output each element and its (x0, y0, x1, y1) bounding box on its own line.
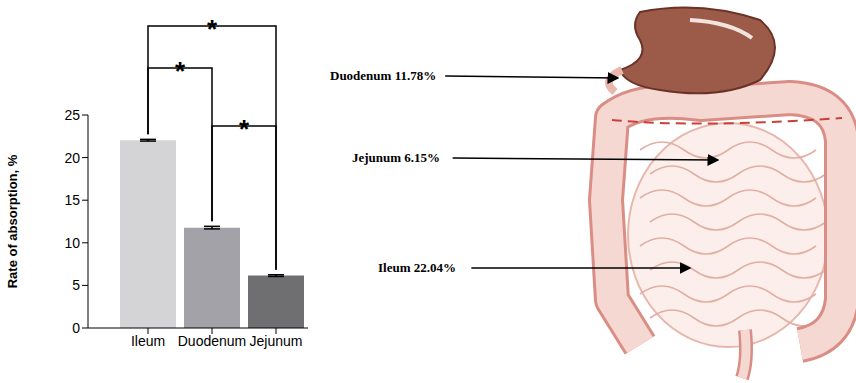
svg-text:Jejunum 6.15%: Jejunum 6.15% (352, 150, 440, 165)
svg-text:20: 20 (64, 150, 80, 166)
svg-text:0: 0 (72, 320, 80, 336)
svg-text:Ileum 22.04%: Ileum 22.04% (378, 260, 456, 275)
svg-text:Ileum: Ileum (131, 333, 165, 349)
svg-text:Duodenum 11.78%: Duodenum 11.78% (330, 68, 436, 83)
svg-text:10: 10 (64, 235, 80, 251)
svg-text:Rate of absorption, %: Rate of absorption, % (5, 154, 20, 288)
svg-text:*: * (175, 56, 186, 86)
svg-text:*: * (239, 114, 250, 144)
svg-text:*: * (207, 14, 218, 44)
svg-text:5: 5 (72, 277, 80, 293)
svg-text:15: 15 (64, 192, 80, 208)
svg-text:25: 25 (64, 107, 80, 123)
svg-text:Duodenum: Duodenum (178, 333, 247, 349)
svg-text:Jejunum: Jejunum (250, 333, 303, 349)
